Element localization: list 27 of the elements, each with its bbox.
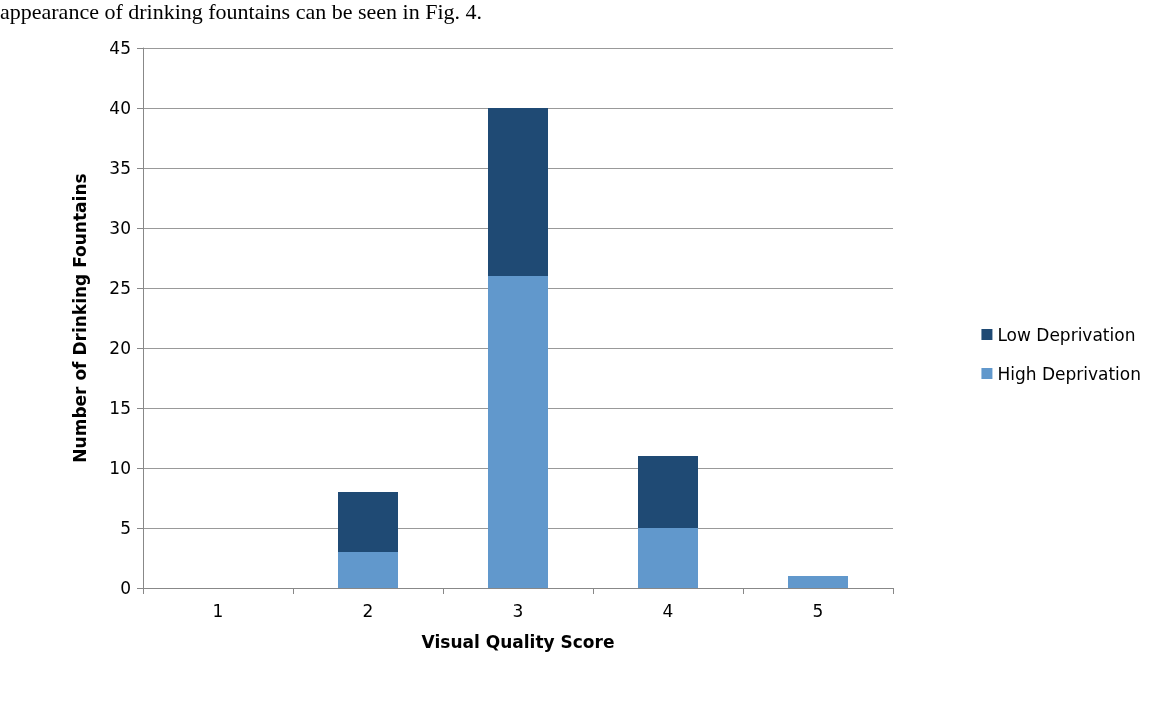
y-tick-label: 10 xyxy=(109,458,131,478)
bar xyxy=(638,528,698,588)
y-tick-label: 5 xyxy=(120,518,131,538)
bar xyxy=(488,108,548,276)
x-tick-label: 1 xyxy=(212,600,224,621)
y-tick-label: 35 xyxy=(109,158,131,178)
bar xyxy=(788,576,848,588)
x-axis-title: Visual Quality Score xyxy=(421,631,615,652)
y-tick-label: 30 xyxy=(109,218,131,238)
bar xyxy=(638,456,698,528)
text: appearance of drinking fountains can be seen in Fig. 4. xyxy=(0,0,483,24)
legend-label: High Deprivation xyxy=(997,363,1142,384)
y-tick-label: 15 xyxy=(109,398,131,418)
bar xyxy=(338,492,398,552)
y-tick-label: 20 xyxy=(109,338,131,358)
legend-label: Low Deprivation xyxy=(997,324,1136,345)
y-tick-label: 0 xyxy=(120,578,131,598)
x-tick-label: 5 xyxy=(812,600,824,621)
y-tick-label: 25 xyxy=(109,278,131,298)
x-tick-label: 3 xyxy=(512,600,524,621)
y-tick-label: 45 xyxy=(109,38,131,58)
bar xyxy=(338,552,398,588)
x-tick-label: 2 xyxy=(362,600,374,621)
x-tick-label: 4 xyxy=(662,600,674,621)
y-tick-label: 40 xyxy=(109,98,131,118)
y-axis-title: Number of Drinking Fountains xyxy=(69,173,90,463)
bar xyxy=(488,276,548,588)
